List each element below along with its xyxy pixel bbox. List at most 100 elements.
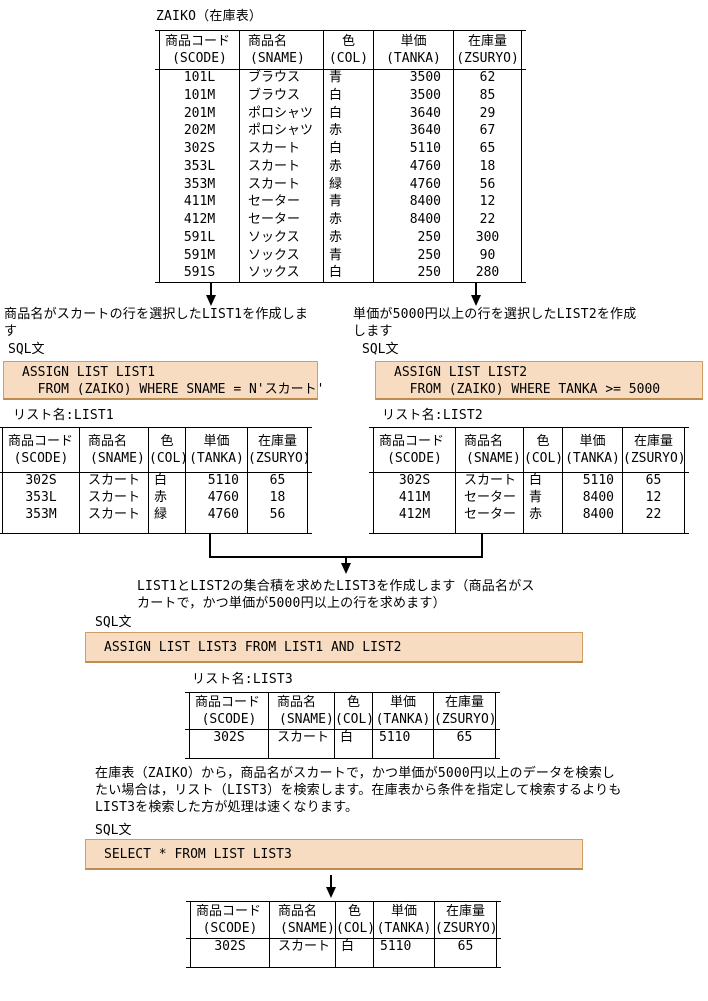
table-cell: 12 [453,193,522,211]
table-cell: ブラウス [239,86,324,105]
column-header: 単価 (TANKA) [562,428,623,472]
column-header: 商品名 (SNAME) [268,693,335,729]
table-cell: 22 [622,506,685,533]
table-row: 353M スカート緑 4760 56 [2,506,308,533]
select-sql-statement: SELECT * FROM LIST LIST3 [85,839,583,870]
table-cell: 412M [159,211,240,229]
table-cell: 302S [2,472,80,489]
list1-title: リスト名:LIST1 [13,408,114,423]
table-cell: 8400 [562,489,623,506]
table-cell: 赤 [323,228,374,247]
table-row: 302S スカート白 5110 65 [159,140,522,158]
table-row: 101L ブラウス青 3500 62 [159,69,522,87]
table-cell: 3500 [373,69,454,87]
down-arrow [205,282,216,306]
table-cell: セーター [239,211,324,229]
table-row: 302S スカート白 5110 65 [373,472,685,489]
table-cell: 5110 [373,938,435,967]
table-cell: 3500 [373,86,454,105]
column-header: 商品コード (SCODE) [373,428,456,472]
table-cell: 白 [335,938,374,967]
table-cell: ソックス [239,228,324,247]
table-cell: 280 [453,264,522,282]
table-rule [155,30,526,31]
header-row: 商品コード (SCODE) 商品名 (SNAME) 色 (COL) 単価 (TANKA) 在庫量… [373,428,685,472]
table-cell: 4760 [185,489,248,506]
zaiko-table-title: ZAIKO（在庫表） [156,9,263,24]
table-row: 591M ソックス青 250 90 [159,246,522,265]
list2-sql-statement: ASSIGN LIST LIST2 FROM (ZAIKO) WHERE TAN… [375,361,703,400]
table-cell: 白 [523,472,563,489]
table-cell: 18 [247,489,308,506]
table-rule [155,282,526,283]
table-cell: 緑 [148,506,186,533]
table-cell: 青 [523,489,563,506]
table-cell: スカート [268,729,335,758]
note-text: 在庫表（ZAIKO）から，商品名がスカートで，かつ単価が5000円以上のデータを… [95,766,622,815]
table-cell: 411M [159,193,240,211]
header-row: 商品コード (SCODE) 商品名 (SNAME) 色 (COL) 単価 (TANKA) 在庫量… [189,693,496,729]
table-cell: セーター [455,489,524,506]
table-row: 411M セーター青 8400 12 [373,489,685,506]
table-row: 412M セーター赤 8400 22 [159,211,522,229]
list3-sql-label: SQL文 [95,615,132,630]
list1-table: 商品コード (SCODE) 商品名 (SNAME) 色 (COL) 単価 (TANKA) 在庫量… [0,427,312,534]
column-header: 商品コード (SCODE) [189,693,269,729]
table-cell: 250 [373,246,454,265]
list3-title: リスト名:LIST3 [192,672,293,687]
table-cell: 青 [323,69,374,87]
table-cell: 202M [159,122,240,140]
table-cell: 3640 [373,104,454,123]
table-cell: 緑 [323,175,374,194]
table-cell: 白 [323,86,374,105]
column-header: 在庫量 (ZSURYO) [247,428,308,472]
table-cell: 65 [434,938,497,967]
table-row: 202M ポロシャツ赤 3640 67 [159,122,522,140]
table-cell: 85 [453,86,522,105]
sql-line: FROM (ZAIKO) WHERE SNAME = N'スカート' [22,382,325,397]
column-header: 色 (COL) [323,31,374,69]
table-row: 302S スカート白 5110 65 [190,938,497,967]
table-cell: 101M [159,86,240,105]
table-cell: 22 [453,211,522,229]
table-cell: 302S [190,938,270,967]
table-cell: 302S [373,472,456,489]
table-cell: ソックス [239,246,324,265]
list3-description: LIST1とLIST2の集合積を求めたLIST3を作成します（商品名がスカートで… [137,579,535,611]
list3-sql-statement: ASSIGN LIST LIST3 FROM LIST1 AND LIST2 [85,632,583,663]
table-row: 101M ブラウス白 3500 85 [159,86,522,105]
table-cell: スカート [239,140,324,158]
column-header: 色 (COL) [523,428,563,472]
column-header: 商品コード (SCODE) [159,31,240,69]
table-cell: 591L [159,228,240,247]
table-cell: 白 [323,104,374,123]
table-rule [0,533,312,534]
zaiko-table: 商品コード (SCODE) 商品名 (SNAME) 色 (COL) 単価 (TANKA) 在庫量… [155,30,526,283]
table-row: 353L スカート赤 4760 18 [159,157,522,176]
header-row: 商品コード (SCODE) 商品名 (SNAME) 色 (COL) 単価 (TANKA) 在庫量… [2,428,308,472]
column-header: 在庫量 (ZSURYO) [434,902,497,938]
list1-description: 商品名がスカートの行を選択したLIST1を作成します [4,307,309,339]
list1-sql-statement: ASSIGN LIST LIST1 FROM (ZAIKO) WHERE SNA… [3,361,325,400]
header-row: 商品コード (SCODE) 商品名 (SNAME) 色 (COL) 単価 (TANKA) 在庫量… [190,902,497,938]
table-cell: 白 [148,472,186,489]
table-cell: 353M [2,506,80,533]
table-cell: 4760 [373,175,454,194]
table-cell: 65 [622,472,685,489]
column-header: 商品名 (SNAME) [239,31,324,69]
table-cell: 8400 [373,193,454,211]
column-header: 単価 (TANKA) [372,693,434,729]
list2-sql-label: SQL文 [362,342,399,357]
table-cell: 302S [159,140,240,158]
data-table-grid: 商品コード (SCODE) 商品名 (SNAME) 色 (COL) 単価 (TANKA) 在庫量… [159,31,522,282]
table-cell: 591M [159,246,240,265]
table-row: 353M スカート緑 4760 56 [159,175,522,194]
table-cell: 18 [453,157,522,176]
table-cell: 5110 [185,472,248,489]
table-row: 201M ポロシャツ白 3640 29 [159,104,522,123]
table-row: 353L スカート赤 4760 18 [2,489,308,506]
table-cell: 67 [453,122,522,140]
sql-line: SELECT * FROM LIST LIST3 [104,847,292,862]
table-cell: 302S [189,729,269,758]
